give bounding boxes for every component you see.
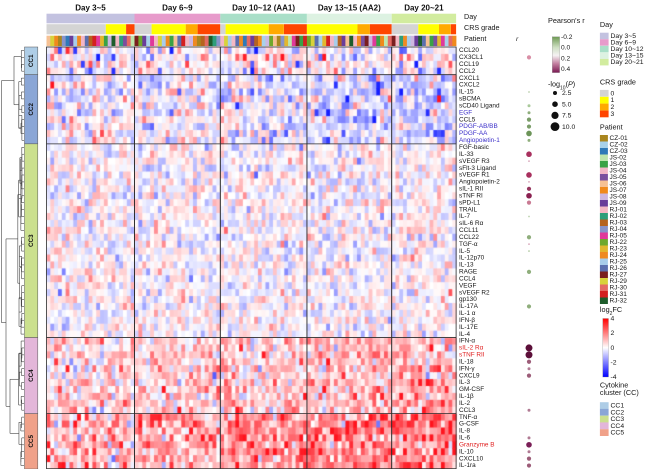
svg-text:Day 13~15 (AA2): Day 13~15 (AA2): [318, 4, 381, 13]
svg-text:Patient: Patient: [464, 34, 486, 43]
svg-text:0.0: 0.0: [561, 45, 570, 52]
svg-text:Day 6~9: Day 6~9: [162, 4, 193, 13]
svg-text:10.0: 10.0: [562, 124, 575, 131]
svg-text:7.5: 7.5: [562, 113, 572, 120]
svg-text:CC5: CC5: [28, 435, 35, 448]
svg-text:cluster (CC): cluster (CC): [600, 388, 639, 397]
svg-text:Day: Day: [600, 20, 613, 29]
svg-text:5.0: 5.0: [562, 101, 572, 108]
svg-text:4: 4: [611, 316, 615, 323]
svg-text:CC2: CC2: [28, 103, 35, 116]
svg-text:CC4: CC4: [28, 369, 35, 382]
svg-text:Day 3~5: Day 3~5: [75, 4, 106, 13]
svg-text:Day 20~21: Day 20~21: [611, 59, 644, 66]
svg-text:3: 3: [611, 111, 615, 118]
svg-text:-0.2: -0.2: [561, 34, 573, 41]
svg-text:0.2: 0.2: [561, 55, 570, 62]
svg-text:Patient: Patient: [600, 123, 623, 132]
svg-text:RJ-32: RJ-32: [610, 298, 628, 305]
svg-text:CRS grade: CRS grade: [464, 23, 500, 32]
svg-text:Day 10~12 (AA1): Day 10~12 (AA1): [232, 4, 295, 13]
svg-text:Day 20~21: Day 20~21: [404, 4, 444, 13]
svg-text:-2: -2: [611, 359, 617, 366]
svg-text:0: 0: [611, 345, 615, 352]
svg-text:CC3: CC3: [28, 234, 35, 247]
svg-text:2.5: 2.5: [562, 90, 572, 97]
svg-text:r: r: [516, 36, 519, 43]
svg-text:CC5: CC5: [611, 430, 625, 437]
svg-text:Pearson's r: Pearson's r: [548, 16, 585, 25]
svg-text:CC1: CC1: [28, 54, 35, 67]
svg-text:2: 2: [611, 330, 615, 337]
svg-text:Day: Day: [464, 12, 477, 21]
svg-text:0.4: 0.4: [561, 66, 570, 73]
svg-text:CRS grade: CRS grade: [600, 78, 636, 87]
svg-text:IL-1ra: IL-1ra: [459, 462, 476, 469]
